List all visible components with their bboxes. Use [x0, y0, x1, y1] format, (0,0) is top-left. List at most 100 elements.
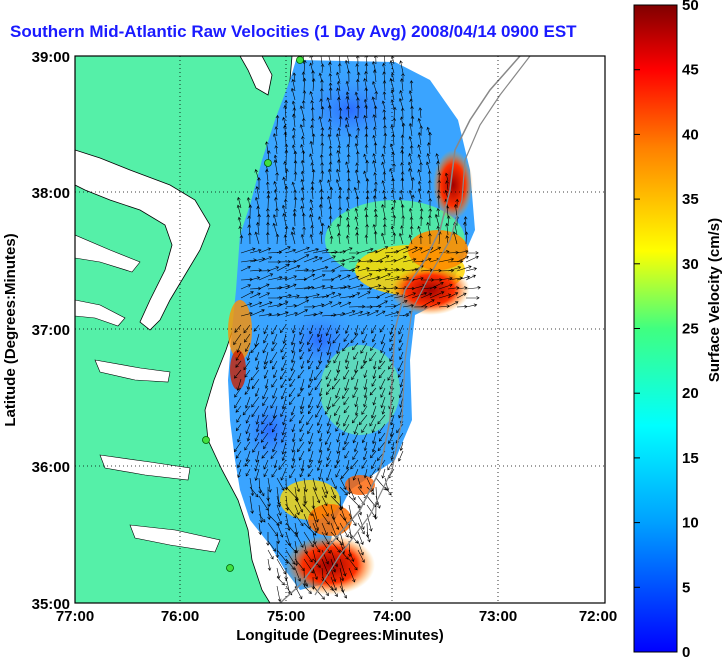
plot-frame	[74, 55, 606, 604]
velocity-vector	[336, 432, 341, 443]
velocity-vector	[242, 405, 251, 416]
velocity-vector	[314, 378, 323, 391]
velocity-vector	[428, 214, 432, 227]
velocity-vector	[312, 585, 325, 600]
velocity-vector	[299, 396, 305, 410]
velocity-vector	[365, 178, 370, 191]
velocity-vector	[289, 468, 296, 479]
velocity-vector	[235, 423, 242, 432]
velocity-vector	[339, 477, 347, 491]
velocity-vector	[285, 275, 297, 281]
velocity-vector	[266, 194, 271, 209]
velocity-vector	[399, 189, 404, 200]
velocity-vector	[392, 232, 397, 245]
velocity-vector	[282, 333, 287, 344]
velocity-vector	[275, 233, 280, 245]
velocity-vector	[438, 276, 453, 281]
velocity-vector	[353, 378, 359, 391]
velocity-vector	[365, 159, 369, 173]
velocity-vector	[382, 109, 387, 119]
velocity-vector	[280, 342, 287, 353]
velocity-vector	[294, 246, 310, 254]
velocity-vector	[384, 275, 400, 281]
velocity-vector	[352, 342, 359, 351]
velocity-vector	[347, 477, 352, 495]
velocity-vector	[373, 69, 377, 83]
velocity-vector	[272, 360, 278, 370]
velocity-vector	[285, 540, 297, 554]
velocity-vector	[251, 405, 260, 418]
velocity-vector	[261, 423, 269, 434]
velocity-vector	[363, 369, 368, 379]
velocity-vector	[328, 118, 332, 128]
velocity-vector	[307, 396, 314, 409]
velocity-vector	[371, 333, 377, 343]
velocity-vector	[399, 441, 404, 452]
velocity-vector	[308, 405, 314, 415]
velocity-vector	[258, 486, 265, 497]
velocity-vector	[235, 450, 242, 459]
velocity-vector	[330, 274, 342, 281]
velocity-vector	[250, 369, 260, 381]
velocity-vector	[342, 387, 350, 400]
velocity-vector	[343, 396, 350, 406]
velocity-vector	[245, 342, 251, 352]
velocity-vector	[369, 387, 377, 396]
velocity-vector	[436, 160, 440, 173]
velocity-vector	[334, 369, 341, 382]
velocity-vector	[331, 378, 341, 390]
velocity-vector	[418, 107, 423, 119]
velocity-vector	[237, 216, 242, 227]
velocity-vector	[301, 71, 306, 83]
velocity-vector	[328, 126, 332, 137]
velocity-vector	[306, 414, 314, 426]
velocity-vector	[438, 293, 452, 299]
velocity-vector	[276, 513, 282, 525]
velocity-vector	[285, 504, 297, 519]
velocity-vector	[340, 468, 350, 479]
velocity-vector	[311, 78, 316, 92]
velocity-vector	[254, 459, 260, 472]
velocity-vector	[321, 585, 329, 597]
velocity-vector	[273, 432, 278, 442]
velocity-vector	[348, 284, 364, 290]
velocity-vector	[261, 414, 269, 425]
velocity-vector	[327, 333, 332, 345]
velocity-vector	[280, 378, 287, 389]
velocity-vector	[265, 169, 269, 182]
velocity-vector	[371, 378, 377, 387]
velocity-vector	[249, 301, 263, 308]
velocity-vector	[375, 495, 381, 509]
velocity-vector	[400, 162, 404, 173]
velocity-vector	[336, 71, 341, 83]
velocity-vector	[324, 405, 332, 415]
velocity-vector	[291, 226, 296, 236]
velocity-vector	[417, 144, 422, 155]
velocity-vector	[348, 486, 356, 501]
velocity-vector	[428, 232, 432, 245]
velocity-vector	[297, 441, 305, 453]
velocity-vector	[328, 145, 333, 155]
velocity-vector	[427, 170, 432, 182]
x-tick-label: 77:00	[56, 608, 94, 625]
velocity-vector	[348, 304, 366, 309]
velocity-vector	[312, 477, 318, 492]
velocity-vector	[343, 414, 350, 427]
velocity-vector	[456, 286, 468, 290]
velocity-vector	[309, 91, 314, 101]
velocity-vector	[363, 450, 368, 461]
velocity-vector	[314, 369, 323, 381]
velocity-vector	[345, 80, 350, 92]
velocity-vector	[272, 405, 278, 419]
velocity-vector	[348, 310, 364, 317]
velocity-vector	[408, 122, 413, 137]
velocity-vector	[364, 87, 368, 101]
velocity-vector	[337, 232, 341, 245]
velocity-vector	[381, 100, 386, 110]
velocity-vector	[303, 285, 315, 290]
velocity-vector	[299, 333, 305, 345]
velocity-vector	[285, 311, 298, 317]
velocity-vector	[400, 149, 404, 164]
velocity-vector	[355, 78, 360, 92]
velocity-vector	[316, 396, 323, 409]
